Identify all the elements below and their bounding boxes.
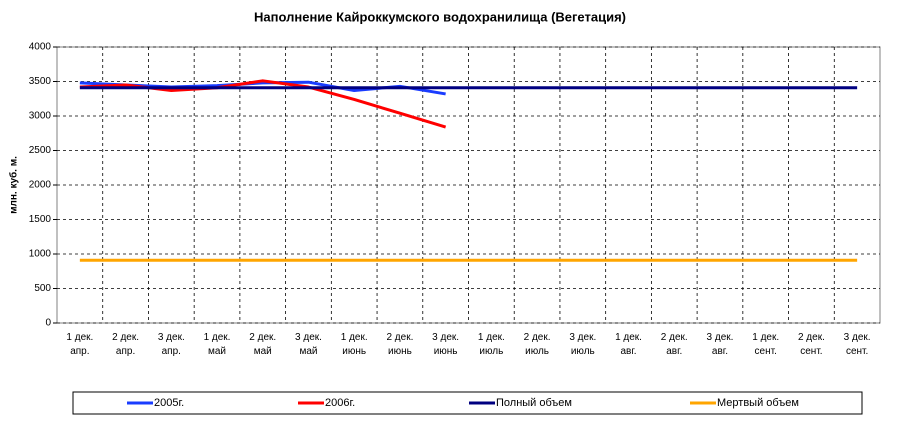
x-tick-label: 1 дек. июнь [340, 332, 368, 357]
y-tick-label: 3500 [29, 76, 52, 87]
x-tick-label: 1 дек. авг. [615, 332, 642, 357]
y-tick-label: 500 [34, 283, 51, 294]
x-tick-label: 2 дек. авг. [660, 332, 688, 357]
x-tick-label: 1 дек. май [203, 332, 231, 357]
y-tick-label: 2000 [29, 180, 52, 191]
x-tick-label: 2 дек. май [249, 332, 277, 357]
y-axis-label: млн. куб. м. [8, 156, 20, 214]
x-tick-label: 3 дек. апр. [157, 332, 185, 357]
y-tick-label: 1000 [29, 249, 52, 260]
chart-title: Наполнение Кайроккумского водохранилища … [254, 9, 626, 24]
x-tick-label: 3 дек. июнь [432, 332, 460, 357]
x-tick-label: 2 дек. июнь [386, 332, 414, 357]
legend-box [72, 391, 863, 415]
x-tick-label: 2 дек. июль [523, 332, 551, 357]
x-tick-label: 3 дек. июль [569, 332, 597, 357]
y-tick-label: 3000 [29, 111, 52, 122]
legend-label: Мертвый объем [717, 397, 799, 409]
x-tick-label: 3 дек. май [295, 332, 322, 357]
legend-label: Полный объем [496, 397, 572, 409]
y-tick-label: 1500 [29, 214, 52, 225]
x-tick-label: 1 дек. сент. [752, 332, 780, 357]
x-tick-label: 1 дек. июль [477, 332, 505, 357]
x-tick-label: 3 дек. авг. [706, 332, 734, 357]
x-tick-label: 2 дек. апр. [112, 332, 140, 357]
x-tick-label: 3 дек. сент. [843, 332, 871, 357]
y-tick-label: 0 [45, 318, 51, 329]
y-tick-label: 2500 [29, 145, 52, 156]
legend-label: 2006г. [325, 397, 355, 409]
y-tick-label: 4000 [29, 42, 52, 53]
legend-label: 2005г. [154, 397, 184, 409]
x-tick-label: 2 дек. сент. [797, 332, 825, 357]
x-tick-label: 1 дек. апр. [66, 332, 94, 357]
